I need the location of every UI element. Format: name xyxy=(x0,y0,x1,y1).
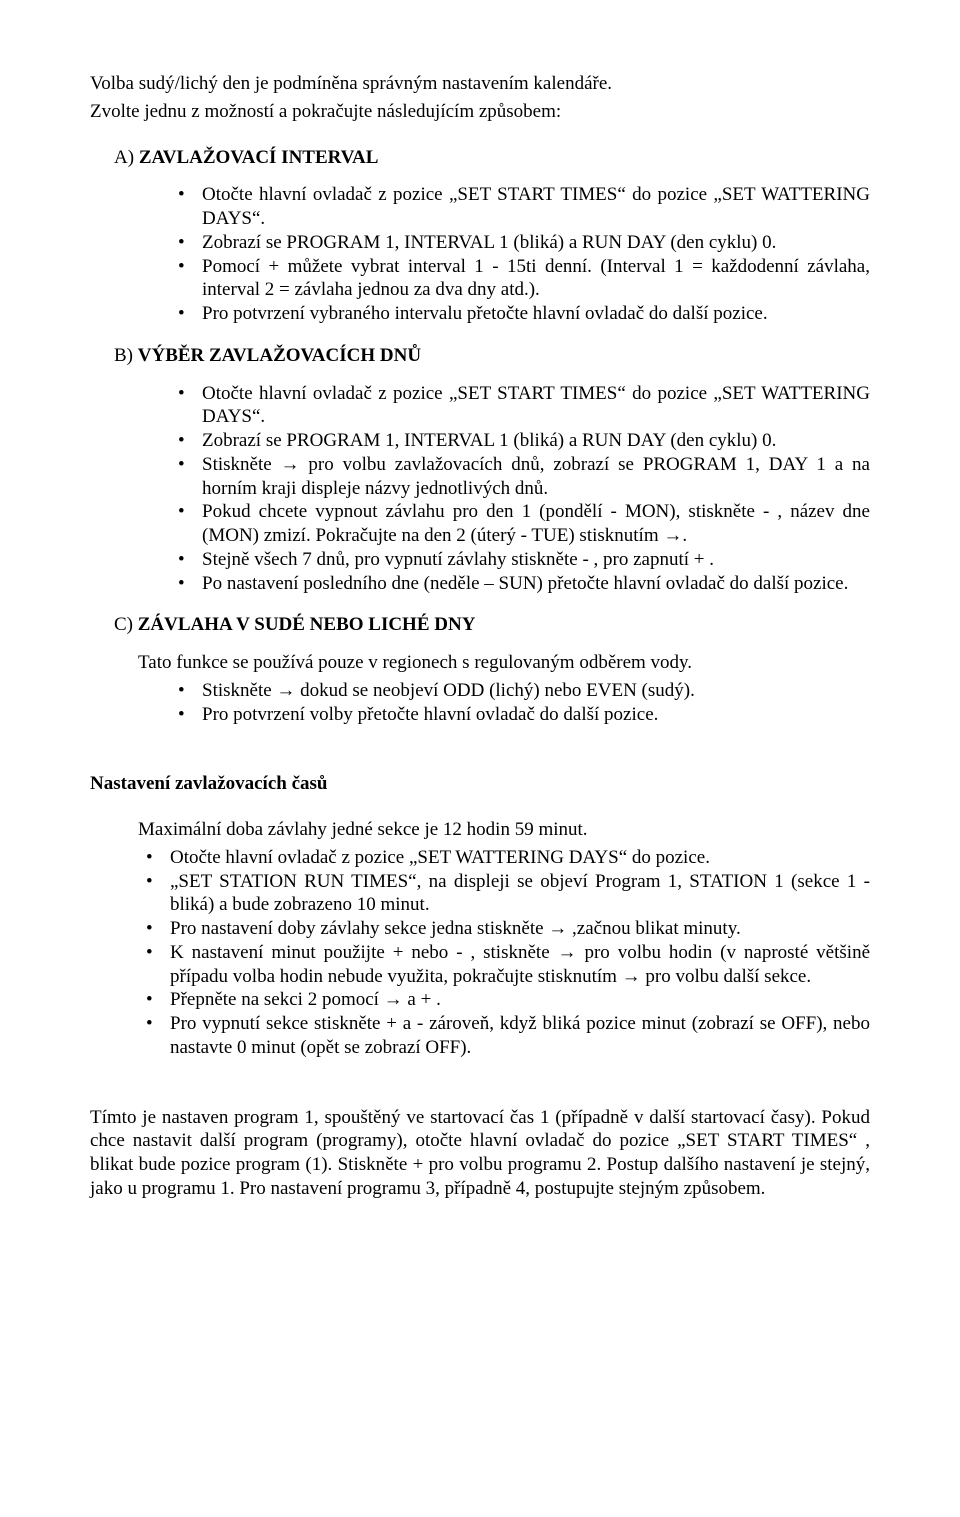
list-item: Pro potvrzení vybraného intervalu přetoč… xyxy=(178,302,870,326)
section-a-list: Otočte hlavní ovladač z pozice „SET STAR… xyxy=(90,183,870,326)
section-c-prefix: C) xyxy=(114,614,133,635)
section-b-list: Otočte hlavní ovladač z pozice „SET STAR… xyxy=(90,382,870,596)
list-item: Stejně všech 7 dnů, pro vypnutí závlahy … xyxy=(178,548,870,572)
intro-line-1: Volba sudý/lichý den je podmíněna správn… xyxy=(90,72,870,96)
list-item: Pokud chcete vypnout závlahu pro den 1 (… xyxy=(178,500,870,548)
section-a-prefix: A) xyxy=(114,147,134,168)
list-item: Pro vypnutí sekce stiskněte + a - zárove… xyxy=(146,1012,870,1060)
list-item: Otočte hlavní ovladač z pozice „SET STAR… xyxy=(178,183,870,231)
section-b-title: VÝBĚR ZAVLAŽOVACÍCH DNŮ xyxy=(138,345,421,366)
section-c-title: ZÁVLAHA V SUDÉ NEBO LICHÉ DNY xyxy=(138,614,476,635)
section-b-heading: B) VÝBĚR ZAVLAŽOVACÍCH DNŮ xyxy=(90,344,870,368)
section-a-heading: A) ZAVLAŽOVACÍ INTERVAL xyxy=(90,146,870,170)
outro-paragraph: Tímto je nastaven program 1, spouštěný v… xyxy=(90,1106,870,1201)
section-c-intro: Tato funkce se používá pouze v regionech… xyxy=(90,651,870,675)
times-heading: Nastavení zavlažovacích časů xyxy=(90,772,870,796)
list-item: K nastavení minut použijte + nebo - , st… xyxy=(146,941,870,989)
intro-line-2: Zvolte jednu z možností a pokračujte nás… xyxy=(90,100,870,124)
list-item: Stiskněte → dokud se neobjeví ODD (lichý… xyxy=(178,679,870,703)
times-intro: Maximální doba závlahy jedné sekce je 12… xyxy=(90,818,870,842)
list-item: Otočte hlavní ovladač z pozice „SET WATT… xyxy=(146,846,870,870)
section-c-list: Stiskněte → dokud se neobjeví ODD (lichý… xyxy=(90,679,870,727)
list-item: Otočte hlavní ovladač z pozice „SET STAR… xyxy=(178,382,870,430)
list-item: Zobrazí se PROGRAM 1, INTERVAL 1 (bliká)… xyxy=(178,429,870,453)
times-list: Otočte hlavní ovladač z pozice „SET WATT… xyxy=(90,846,870,1060)
list-item: Přepněte na sekci 2 pomocí → a + . xyxy=(146,988,870,1012)
section-b-prefix: B) xyxy=(114,345,133,366)
list-item: Zobrazí se PROGRAM 1, INTERVAL 1 (bliká)… xyxy=(178,231,870,255)
section-c-heading: C) ZÁVLAHA V SUDÉ NEBO LICHÉ DNY xyxy=(90,613,870,637)
list-item: „SET STATION RUN TIMES“, na displeji se … xyxy=(146,870,870,918)
list-item: Pro nastavení doby závlahy sekce jedna s… xyxy=(146,917,870,941)
list-item: Stiskněte → pro volbu zavlažovacích dnů,… xyxy=(178,453,870,501)
list-item: Pro potvrzení volby přetočte hlavní ovla… xyxy=(178,703,870,727)
list-item: Pomocí + můžete vybrat interval 1 - 15ti… xyxy=(178,255,870,303)
section-a-title: ZAVLAŽOVACÍ INTERVAL xyxy=(139,147,379,168)
list-item: Po nastavení posledního dne (neděle – SU… xyxy=(178,572,870,596)
